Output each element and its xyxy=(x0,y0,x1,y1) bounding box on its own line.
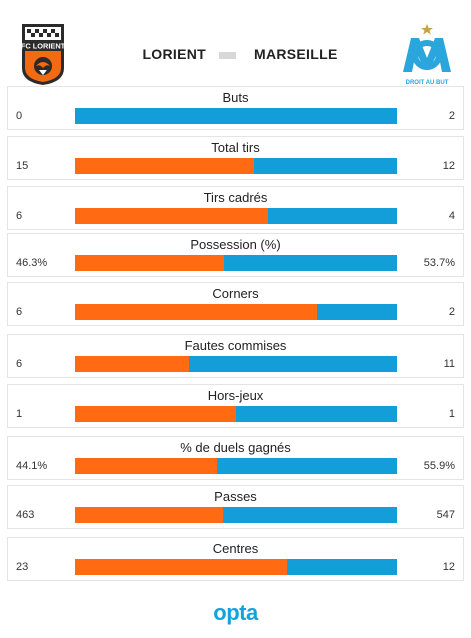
away-bar xyxy=(75,108,397,124)
away-bar xyxy=(224,255,397,271)
away-value: 4 xyxy=(448,210,455,222)
stat-row: Fautes commises 6 11 xyxy=(7,334,464,378)
stat-row: Buts 0 2 xyxy=(7,86,464,130)
home-value: 46.3% xyxy=(16,257,48,269)
away-value: 547 xyxy=(436,509,455,521)
svg-text:FC LORIENT: FC LORIENT xyxy=(21,42,66,51)
home-team-name: LORIENT xyxy=(142,46,206,62)
away-value: 53.7% xyxy=(423,257,455,269)
away-value: 12 xyxy=(442,160,455,172)
stat-label: Corners xyxy=(212,286,259,301)
away-bar xyxy=(217,458,397,474)
stat-row: Possession (%) 46.3% 53.7% xyxy=(7,233,464,277)
away-bar xyxy=(253,158,397,174)
away-value: 2 xyxy=(448,110,455,122)
stat-label: % de duels gagnés xyxy=(180,440,291,455)
stat-label: Possession (%) xyxy=(190,237,281,252)
stat-row: Total tirs 15 12 xyxy=(7,136,464,180)
opta-brand: opta xyxy=(213,600,258,625)
stat-row: Centres 23 12 xyxy=(7,537,464,581)
om-logo: DROIT AU BUT xyxy=(403,24,451,86)
home-bar xyxy=(75,458,217,474)
home-value: 6 xyxy=(16,210,23,222)
away-value: 2 xyxy=(448,306,455,318)
home-value: 6 xyxy=(16,358,23,370)
svg-text:DROIT AU BUT: DROIT AU BUT xyxy=(406,80,449,86)
home-bar xyxy=(75,255,225,271)
stat-row: Hors-jeux 1 1 xyxy=(7,384,464,428)
stat-label: Total tirs xyxy=(211,140,260,155)
home-bar xyxy=(75,559,287,575)
home-value: 44.1% xyxy=(16,460,48,472)
home-bar xyxy=(75,158,254,174)
home-bar xyxy=(75,507,223,523)
stat-label: Buts xyxy=(222,90,249,105)
stat-row: Corners 6 2 xyxy=(7,282,464,326)
stat-row: Tirs cadrés 6 4 xyxy=(7,186,464,230)
match-header: FC LORIENT LORIENT MARSEILLE DROIT AU BU… xyxy=(0,0,471,86)
stat-label: Centres xyxy=(212,541,259,556)
away-value: 1 xyxy=(448,408,455,420)
away-value: 12 xyxy=(442,561,455,573)
stat-row: % de duels gagnés 44.1% 55.9% xyxy=(7,436,464,480)
home-value: 463 xyxy=(16,509,35,521)
home-bar xyxy=(75,406,236,422)
away-bar xyxy=(236,406,397,422)
away-value: 55.9% xyxy=(423,460,455,472)
away-bar xyxy=(268,208,397,224)
stat-label: Tirs cadrés xyxy=(203,190,268,205)
home-bar xyxy=(75,304,317,320)
away-bar xyxy=(188,356,397,372)
stat-label: Hors-jeux xyxy=(207,388,264,403)
stat-label: Fautes commises xyxy=(184,338,287,353)
home-value: 6 xyxy=(16,306,23,318)
home-value: 0 xyxy=(16,110,23,122)
away-bar xyxy=(286,559,397,575)
fc-lorient-logo: FC LORIENT xyxy=(21,24,66,85)
stat-label: Passes xyxy=(214,489,257,504)
stat-row: Passes 463 547 xyxy=(7,485,464,529)
home-bar xyxy=(75,208,269,224)
away-bar xyxy=(316,304,397,320)
home-bar xyxy=(75,356,189,372)
home-value: 15 xyxy=(16,160,29,172)
away-value: 11 xyxy=(443,358,455,370)
home-value: 23 xyxy=(16,561,29,573)
versus-separator xyxy=(219,52,236,59)
away-bar xyxy=(222,507,397,523)
home-value: 1 xyxy=(16,408,23,420)
away-team-name: MARSEILLE xyxy=(254,46,338,62)
